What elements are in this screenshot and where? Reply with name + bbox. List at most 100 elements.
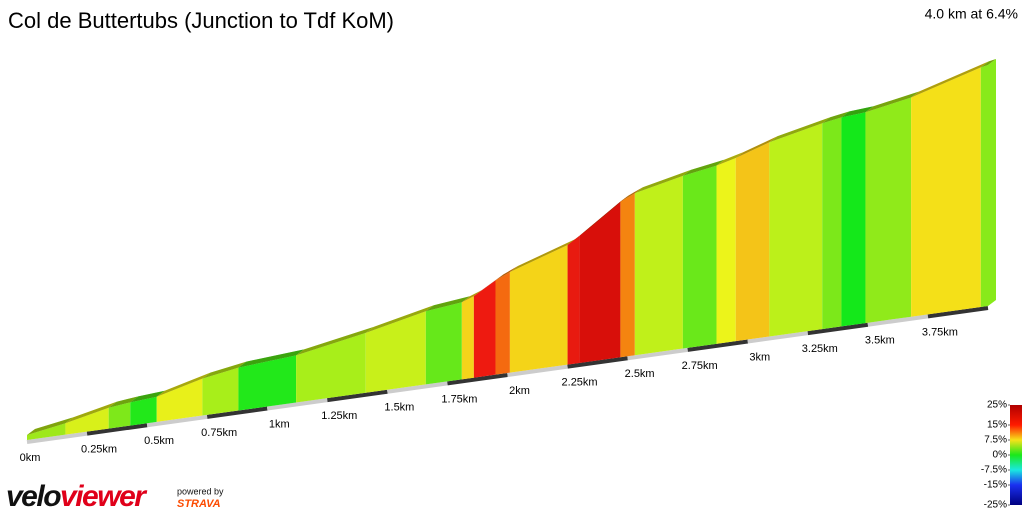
x-tick-label: 0km	[20, 452, 41, 464]
x-tick-label: 3.25km	[802, 343, 838, 355]
segment-top-shade	[769, 117, 831, 143]
segment	[682, 165, 717, 349]
segment	[822, 117, 842, 330]
x-tick-label: 3.75km	[922, 326, 958, 338]
chart-title: Col de Buttertubs (Junction to Tdf KoM)	[8, 8, 394, 33]
legend-label: 15%	[987, 420, 1007, 431]
segment-top-shade	[156, 372, 211, 397]
legend-label: 25%	[987, 400, 1007, 411]
axis-strip	[807, 322, 869, 336]
axis-strip	[627, 347, 688, 361]
segment	[769, 123, 823, 337]
x-tick-label: 1.25km	[321, 410, 357, 422]
segment-top	[156, 372, 211, 397]
axis-strip	[507, 364, 568, 377]
segment-top-shade	[980, 59, 996, 68]
logo-viewer: viewer	[60, 480, 148, 512]
legend-label: 7.5%	[984, 435, 1007, 446]
segment	[65, 407, 109, 435]
segment-top	[841, 106, 874, 118]
segment	[202, 367, 239, 416]
segment	[296, 332, 366, 403]
segment-top-shade	[473, 274, 504, 297]
segment	[980, 65, 988, 308]
axis-strip	[567, 356, 628, 369]
segment-top-shade	[202, 361, 247, 379]
segment-top-shade	[461, 290, 482, 303]
segment-top	[769, 117, 831, 143]
segment-top-shade	[65, 401, 117, 424]
chart-subtitle: 4.0 km at 6.4%	[925, 6, 1018, 22]
segment-top	[296, 326, 374, 356]
legend-label: 0%	[993, 450, 1008, 461]
x-tick-label: 2.75km	[682, 360, 718, 372]
x-tick-label: 1km	[269, 418, 290, 430]
end-face	[988, 59, 996, 306]
segment	[841, 112, 866, 327]
axis-strip	[927, 306, 989, 319]
segment	[461, 296, 474, 380]
legend-label: -7.5%	[981, 465, 1007, 476]
segment	[27, 423, 66, 440]
segment	[130, 396, 157, 426]
segment-top-shade	[425, 296, 470, 312]
segment-top-shade	[634, 169, 691, 194]
segment	[579, 201, 621, 363]
segment-top-shade	[238, 349, 305, 368]
segment	[238, 355, 297, 411]
segment-top	[108, 396, 139, 408]
segment-top-shade	[27, 417, 74, 435]
segment-top-shade	[495, 266, 518, 281]
segment-top	[579, 195, 629, 236]
segment-top	[202, 361, 247, 379]
axis-strip	[266, 398, 328, 411]
segment	[716, 158, 736, 344]
segment	[567, 235, 580, 365]
segment-top	[509, 238, 576, 273]
segment-top	[865, 91, 920, 113]
segment	[365, 311, 426, 393]
segment-top	[27, 417, 74, 435]
x-tick-label: 0.25km	[81, 444, 117, 456]
segment-top	[980, 59, 996, 68]
segment-top-shade	[716, 152, 744, 166]
strava: STRAVA	[177, 498, 221, 510]
segment-top	[65, 401, 117, 424]
segment-top	[495, 266, 518, 281]
x-tick-label: 2.25km	[562, 377, 598, 389]
segment-top-shade	[509, 238, 576, 273]
segment-top	[716, 152, 744, 166]
x-tick-label: 2.5km	[625, 368, 655, 380]
segment-top-shade	[108, 396, 139, 408]
axis-strip	[206, 406, 268, 419]
segment	[735, 142, 770, 342]
x-tick-label: 1.5km	[384, 402, 414, 414]
segment-top	[461, 290, 482, 303]
axis-strip	[687, 339, 749, 352]
x-tick-label: 3km	[749, 351, 770, 363]
segment-top-shade	[365, 305, 434, 333]
x-tick-label: 0.5km	[144, 435, 174, 447]
segment-top	[238, 349, 305, 368]
segment-top-shade	[682, 159, 725, 176]
segment-top	[365, 305, 434, 333]
segment	[620, 193, 635, 358]
logo-text: veloviewer	[6, 480, 148, 512]
segment	[425, 302, 462, 385]
segment-top	[682, 159, 725, 176]
x-tick-label: 2km	[509, 385, 530, 397]
segment	[509, 244, 568, 373]
powered-by: powered by	[177, 486, 224, 496]
x-tick-label: 3.5km	[865, 335, 895, 347]
segment	[156, 378, 203, 422]
segment-top-shade	[822, 111, 850, 124]
segment-top-shade	[620, 187, 643, 202]
segment-top	[822, 111, 850, 124]
segment	[634, 175, 683, 356]
segment-top	[620, 187, 643, 202]
segment	[473, 280, 496, 378]
axis-strip	[86, 423, 148, 436]
legend-label: -25%	[984, 500, 1007, 511]
segment	[865, 97, 912, 324]
